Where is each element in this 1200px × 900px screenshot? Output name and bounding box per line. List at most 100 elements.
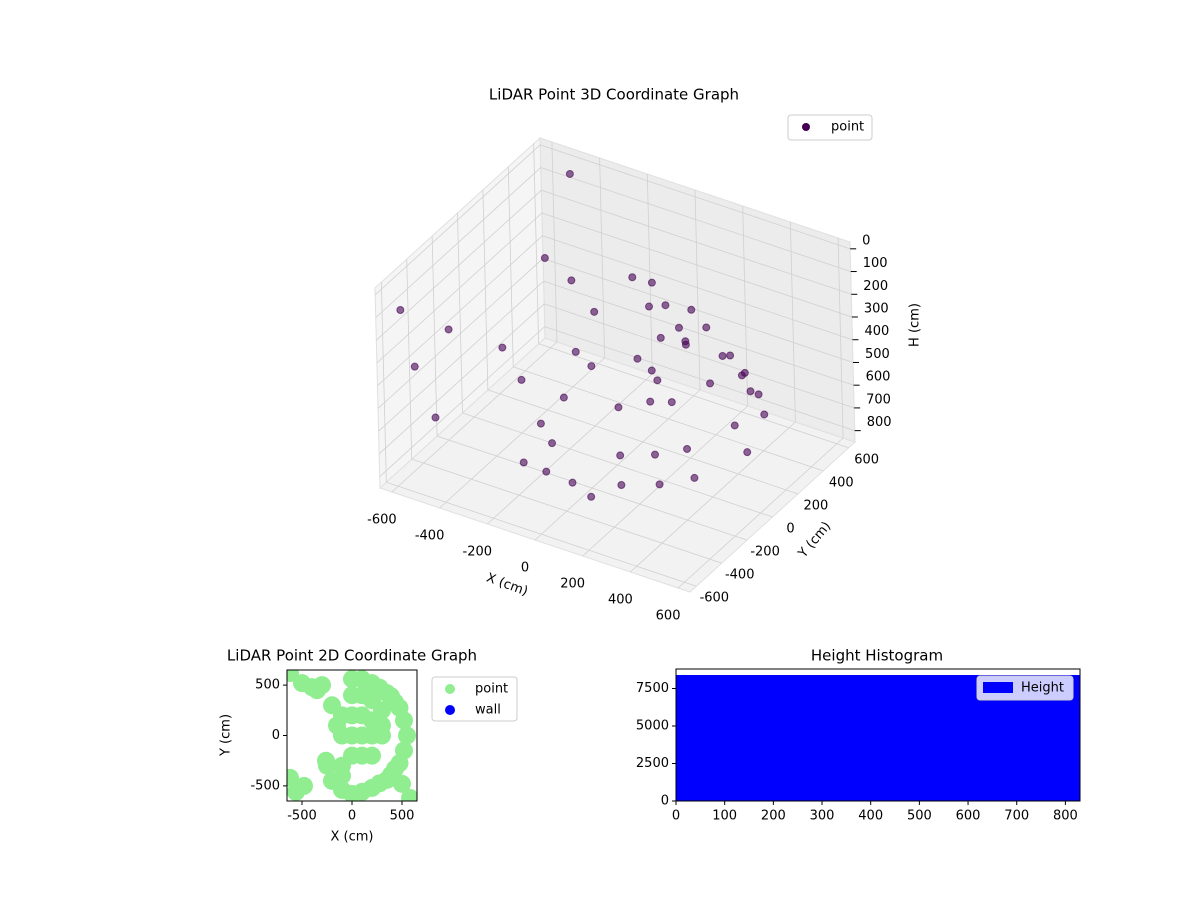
point <box>674 323 683 332</box>
point <box>565 169 574 178</box>
point <box>687 305 696 314</box>
grid-line <box>377 258 544 409</box>
point <box>395 711 413 730</box>
point <box>295 776 313 795</box>
x-tick-label: 400 <box>608 593 633 608</box>
point <box>760 410 769 419</box>
x-axis-label: X (cm) <box>331 830 374 845</box>
y-tick-label: 7500 <box>636 681 669 696</box>
point <box>743 448 752 457</box>
point <box>616 451 625 460</box>
point <box>519 458 528 467</box>
x-tick-label: -500 <box>287 809 317 824</box>
point <box>667 398 676 407</box>
y-tick-label: 0 <box>786 522 794 537</box>
point <box>646 397 655 406</box>
x-tick-label: 200 <box>560 577 585 592</box>
y-tick-label: 5000 <box>636 719 669 734</box>
point <box>363 746 381 765</box>
z-tick-label: 400 <box>864 324 889 339</box>
x-tick-label: -400 <box>415 529 445 544</box>
legend-swatch <box>983 682 1013 693</box>
point <box>587 492 596 501</box>
z-tick-label: 300 <box>864 302 889 317</box>
grid-line <box>541 189 852 295</box>
y-tick-label: 200 <box>803 498 828 513</box>
point <box>568 478 577 487</box>
point <box>647 366 656 375</box>
point <box>542 467 551 476</box>
y-axis-label: Y (cm) <box>219 714 234 757</box>
grid-line <box>538 343 849 449</box>
z-tick-label: 100 <box>863 256 888 271</box>
point <box>559 393 568 402</box>
legend-marker <box>802 123 810 131</box>
point <box>726 351 735 360</box>
grid-line <box>540 167 851 272</box>
grid-line <box>544 326 855 432</box>
grid-line <box>487 389 799 495</box>
point <box>398 726 416 745</box>
point <box>293 674 311 693</box>
point <box>718 351 727 360</box>
chart-histogram: 0 100 200 300 400 500 600 700 800 0 2500 5000 7500 He… <box>636 668 1081 824</box>
grid-line <box>513 366 824 472</box>
y-tick-label: 0 <box>661 794 669 809</box>
y-axis-label: Y (cm) <box>795 519 834 562</box>
point <box>548 439 557 448</box>
grid-line <box>551 141 558 343</box>
grid-line <box>541 212 853 318</box>
point <box>650 450 659 459</box>
grid-line <box>376 212 543 364</box>
z-tick-label: 600 <box>866 370 891 385</box>
point <box>706 379 715 388</box>
grid-line <box>544 303 855 409</box>
grid-line <box>379 326 545 477</box>
x-tick-label: 600 <box>956 809 981 824</box>
point <box>431 413 440 422</box>
point <box>498 343 507 352</box>
grid-line <box>457 212 463 414</box>
grid-line <box>376 189 542 341</box>
point <box>540 254 549 263</box>
x-tick-label: 200 <box>761 809 786 824</box>
grid-line <box>543 280 854 386</box>
y-tick-label: -400 <box>725 568 755 583</box>
point <box>401 788 417 801</box>
point <box>702 323 711 332</box>
grid-line <box>542 235 853 341</box>
grid-line <box>462 412 773 518</box>
point <box>333 766 351 785</box>
x-tick-label: 0 <box>672 809 680 824</box>
y-tick-label: 400 <box>829 475 854 490</box>
point <box>653 376 662 385</box>
point <box>690 473 699 482</box>
point <box>590 307 599 316</box>
z-axis-label: H (cm) <box>908 303 923 347</box>
x-tick-label: 400 <box>858 809 883 824</box>
legend-label: wall <box>475 703 501 718</box>
point <box>317 751 335 770</box>
y-tick-label: 600 <box>854 452 879 467</box>
point <box>683 444 692 453</box>
grid-line <box>411 458 722 564</box>
grid-line <box>374 144 541 296</box>
x-tick-label: 0 <box>348 809 356 824</box>
point <box>373 726 391 745</box>
chart-2d: -500 0 500 -500 0 500 point wall <box>250 669 518 824</box>
chart-title: LiDAR Point 2D Coordinate Graph <box>227 647 477 665</box>
point <box>536 419 545 428</box>
point <box>328 716 346 735</box>
grid-line <box>406 259 413 460</box>
point <box>393 774 411 793</box>
x-tick-label: 600 <box>656 609 681 624</box>
grid-line <box>377 235 543 387</box>
point <box>628 273 637 282</box>
legend-marker <box>445 705 455 715</box>
y-tick-label: -200 <box>750 545 780 560</box>
grid-line <box>599 157 606 359</box>
grid-line <box>482 189 489 390</box>
grid-line <box>837 237 844 439</box>
legend-label: Height <box>1021 681 1064 696</box>
